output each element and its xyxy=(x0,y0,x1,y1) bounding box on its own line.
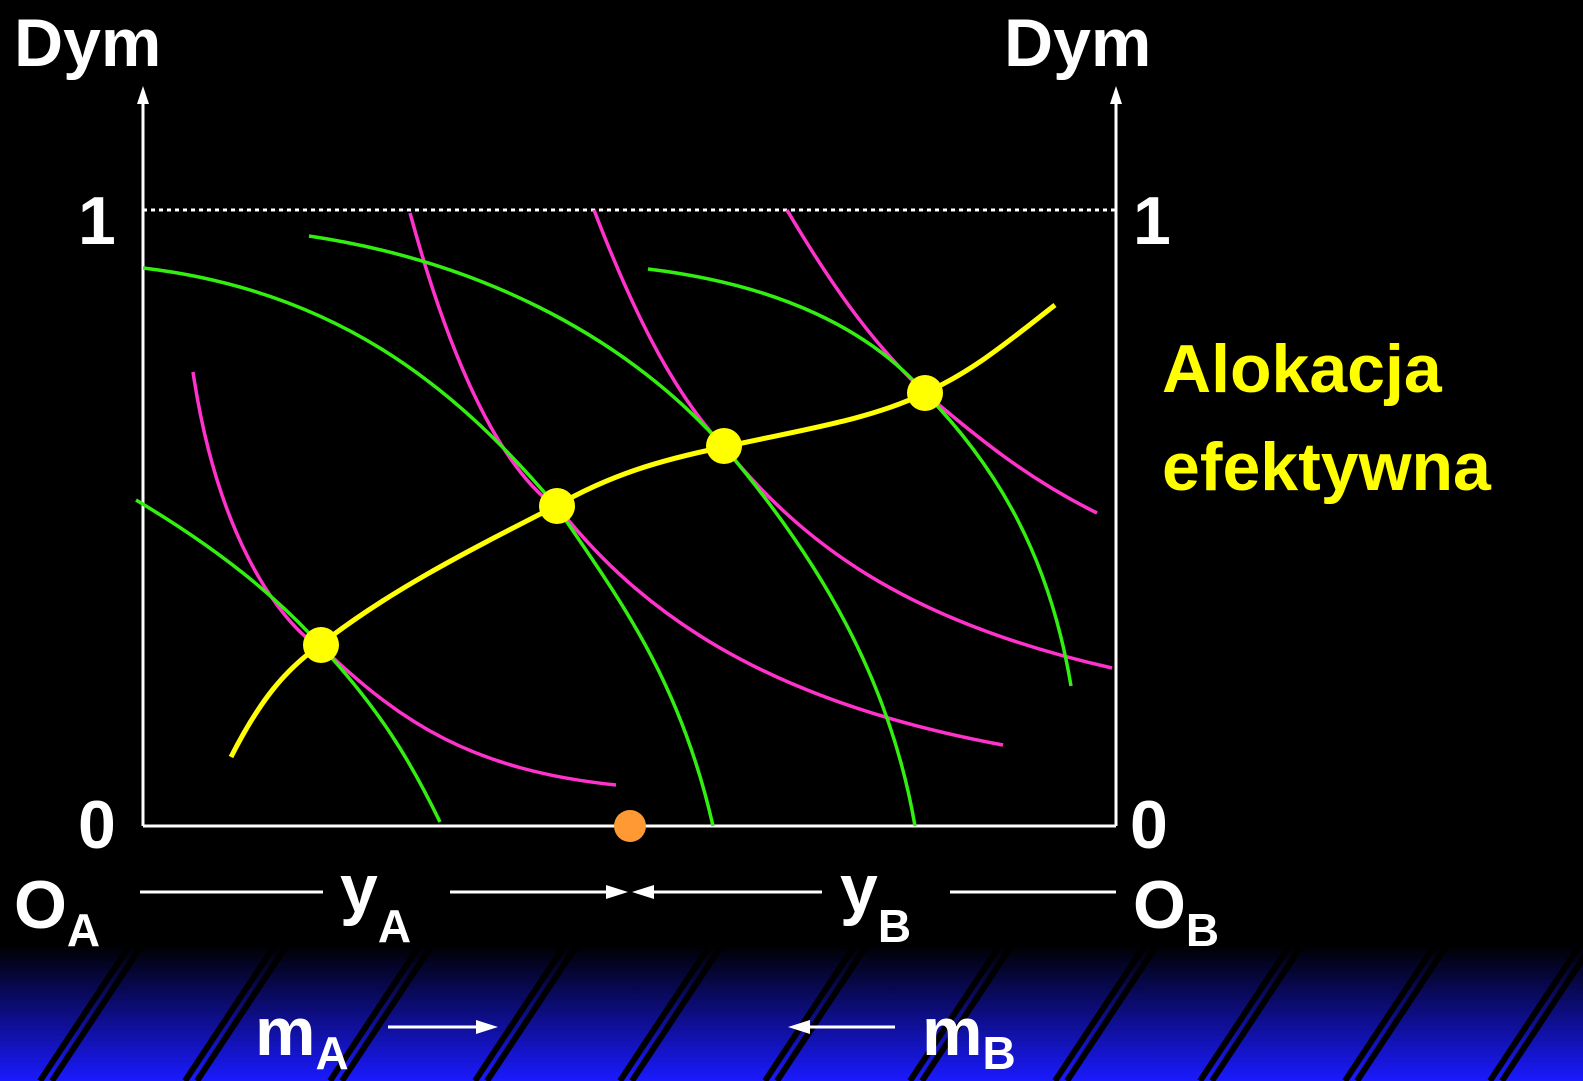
curve-a-4 xyxy=(785,209,1098,515)
curve-b-3 xyxy=(308,234,917,827)
curve-a-2 xyxy=(408,212,1004,747)
origin-a-label: OA xyxy=(14,867,100,956)
curve-b-2 xyxy=(142,266,715,827)
efficient-point xyxy=(303,627,339,663)
y-b-label: yB xyxy=(840,851,911,952)
y-a-label: yA xyxy=(340,851,411,952)
curve-a-1 xyxy=(191,371,617,787)
footer-band xyxy=(0,943,1583,1081)
efficient-point xyxy=(907,375,943,411)
curve-a-3 xyxy=(592,209,1113,670)
efficient-point xyxy=(539,488,575,524)
indifference-curves-a xyxy=(191,209,1113,787)
right-bottom-tick: 0 xyxy=(1130,787,1168,863)
right-axis-label: Dym xyxy=(1004,5,1151,81)
efficient-points xyxy=(303,375,943,663)
curve-b-4 xyxy=(647,267,1073,687)
distance-lines xyxy=(140,890,1116,1029)
arrow-left-icon xyxy=(632,885,810,1034)
footer-stripes xyxy=(37,943,1583,1081)
m-a-label: mA xyxy=(255,994,349,1079)
efficient-point xyxy=(706,428,742,464)
indifference-curves-b xyxy=(135,234,1073,827)
left-bottom-tick: 0 xyxy=(78,787,116,863)
m-b-label: mB xyxy=(922,994,1016,1079)
origin-b-label: OB xyxy=(1133,867,1219,956)
initial-allocation-point xyxy=(614,810,646,842)
left-axis-label: Dym xyxy=(14,5,161,81)
title-line-2: efektywna xyxy=(1162,429,1492,505)
left-top-tick: 1 xyxy=(78,183,116,259)
curve-b-1 xyxy=(135,498,442,823)
arrow-up-icon xyxy=(137,86,1122,104)
title-line-1: Alokacja xyxy=(1162,331,1443,407)
right-top-tick: 1 xyxy=(1133,183,1171,259)
box-axes xyxy=(141,98,1118,828)
arrow-right-icon xyxy=(476,885,628,1034)
